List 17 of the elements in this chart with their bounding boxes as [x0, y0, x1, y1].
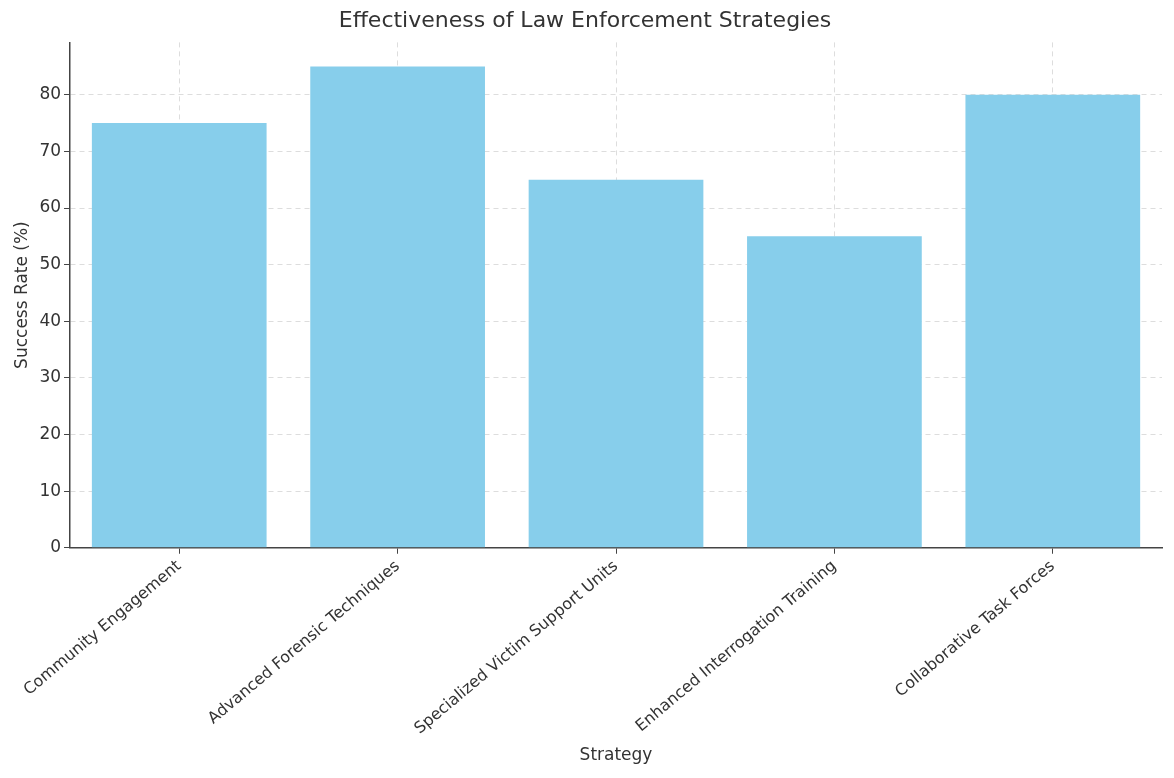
- y-tick-label: 70: [39, 139, 62, 160]
- y-tick-label: 40: [39, 309, 62, 330]
- chart-title: Effectiveness of Law Enforcement Strategies: [338, 6, 832, 32]
- y-tick-label: 60: [39, 196, 62, 217]
- y-tick-label: 50: [39, 253, 62, 274]
- x-axis-title: Strategy: [579, 744, 653, 765]
- y-tick-label: 10: [39, 479, 62, 500]
- y-tick-label: 80: [39, 83, 62, 104]
- y-tick-label: 0: [50, 536, 62, 557]
- bar: [528, 179, 704, 548]
- y-tick-label: 20: [39, 422, 62, 443]
- y-tick-label: 30: [39, 366, 62, 387]
- y-axis-title: Success Rate (%): [10, 221, 31, 369]
- bar: [965, 94, 1141, 548]
- bar: [91, 123, 267, 548]
- bar: [310, 66, 485, 548]
- bar: [747, 236, 922, 548]
